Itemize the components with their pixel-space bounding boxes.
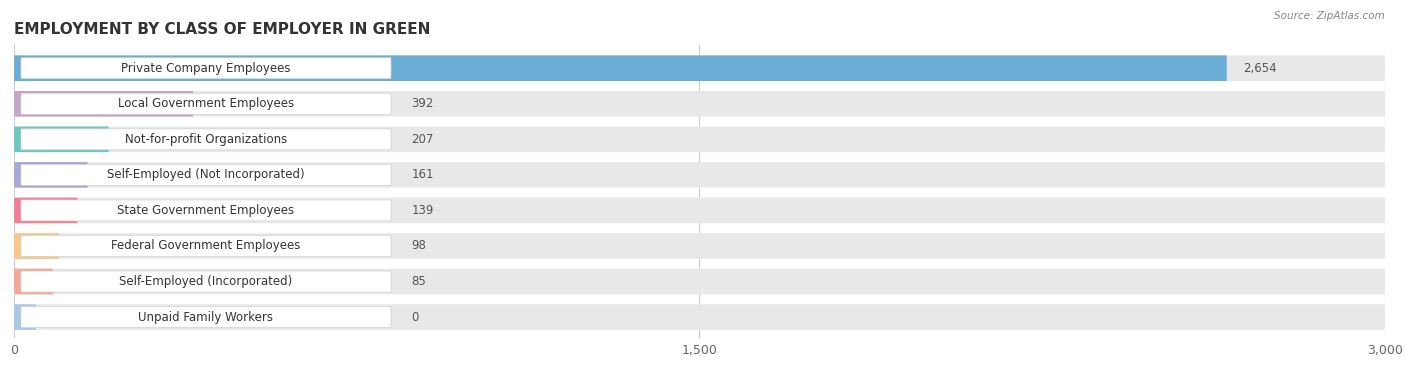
FancyBboxPatch shape [21, 200, 391, 221]
FancyBboxPatch shape [14, 304, 1385, 330]
Text: 139: 139 [412, 204, 434, 217]
FancyBboxPatch shape [14, 198, 1385, 223]
FancyBboxPatch shape [14, 127, 108, 152]
Text: Private Company Employees: Private Company Employees [121, 62, 291, 75]
Text: EMPLOYMENT BY CLASS OF EMPLOYER IN GREEN: EMPLOYMENT BY CLASS OF EMPLOYER IN GREEN [14, 22, 430, 37]
FancyBboxPatch shape [14, 127, 1385, 152]
Text: Local Government Employees: Local Government Employees [118, 97, 294, 110]
FancyBboxPatch shape [14, 269, 1385, 294]
FancyBboxPatch shape [21, 93, 391, 114]
Text: State Government Employees: State Government Employees [118, 204, 294, 217]
Text: 161: 161 [412, 168, 434, 181]
FancyBboxPatch shape [14, 162, 1385, 188]
Text: Source: ZipAtlas.com: Source: ZipAtlas.com [1274, 11, 1385, 21]
Text: Self-Employed (Incorporated): Self-Employed (Incorporated) [120, 275, 292, 288]
FancyBboxPatch shape [14, 233, 1385, 259]
Text: 85: 85 [412, 275, 426, 288]
FancyBboxPatch shape [14, 269, 53, 294]
Text: 0: 0 [412, 311, 419, 324]
Text: 98: 98 [412, 240, 426, 252]
Text: 392: 392 [412, 97, 434, 110]
FancyBboxPatch shape [14, 55, 1227, 81]
Text: 2,654: 2,654 [1243, 62, 1277, 75]
FancyBboxPatch shape [14, 198, 77, 223]
Text: Federal Government Employees: Federal Government Employees [111, 240, 301, 252]
FancyBboxPatch shape [21, 129, 391, 150]
FancyBboxPatch shape [14, 304, 37, 330]
FancyBboxPatch shape [14, 233, 59, 259]
FancyBboxPatch shape [14, 91, 1385, 117]
FancyBboxPatch shape [21, 271, 391, 292]
FancyBboxPatch shape [21, 306, 391, 327]
FancyBboxPatch shape [21, 164, 391, 185]
FancyBboxPatch shape [14, 162, 87, 188]
Text: Self-Employed (Not Incorporated): Self-Employed (Not Incorporated) [107, 168, 305, 181]
Text: Not-for-profit Organizations: Not-for-profit Organizations [125, 133, 287, 146]
FancyBboxPatch shape [14, 91, 193, 117]
Text: Unpaid Family Workers: Unpaid Family Workers [138, 311, 274, 324]
FancyBboxPatch shape [21, 235, 391, 256]
FancyBboxPatch shape [21, 58, 391, 79]
Text: 207: 207 [412, 133, 434, 146]
FancyBboxPatch shape [14, 55, 1385, 81]
